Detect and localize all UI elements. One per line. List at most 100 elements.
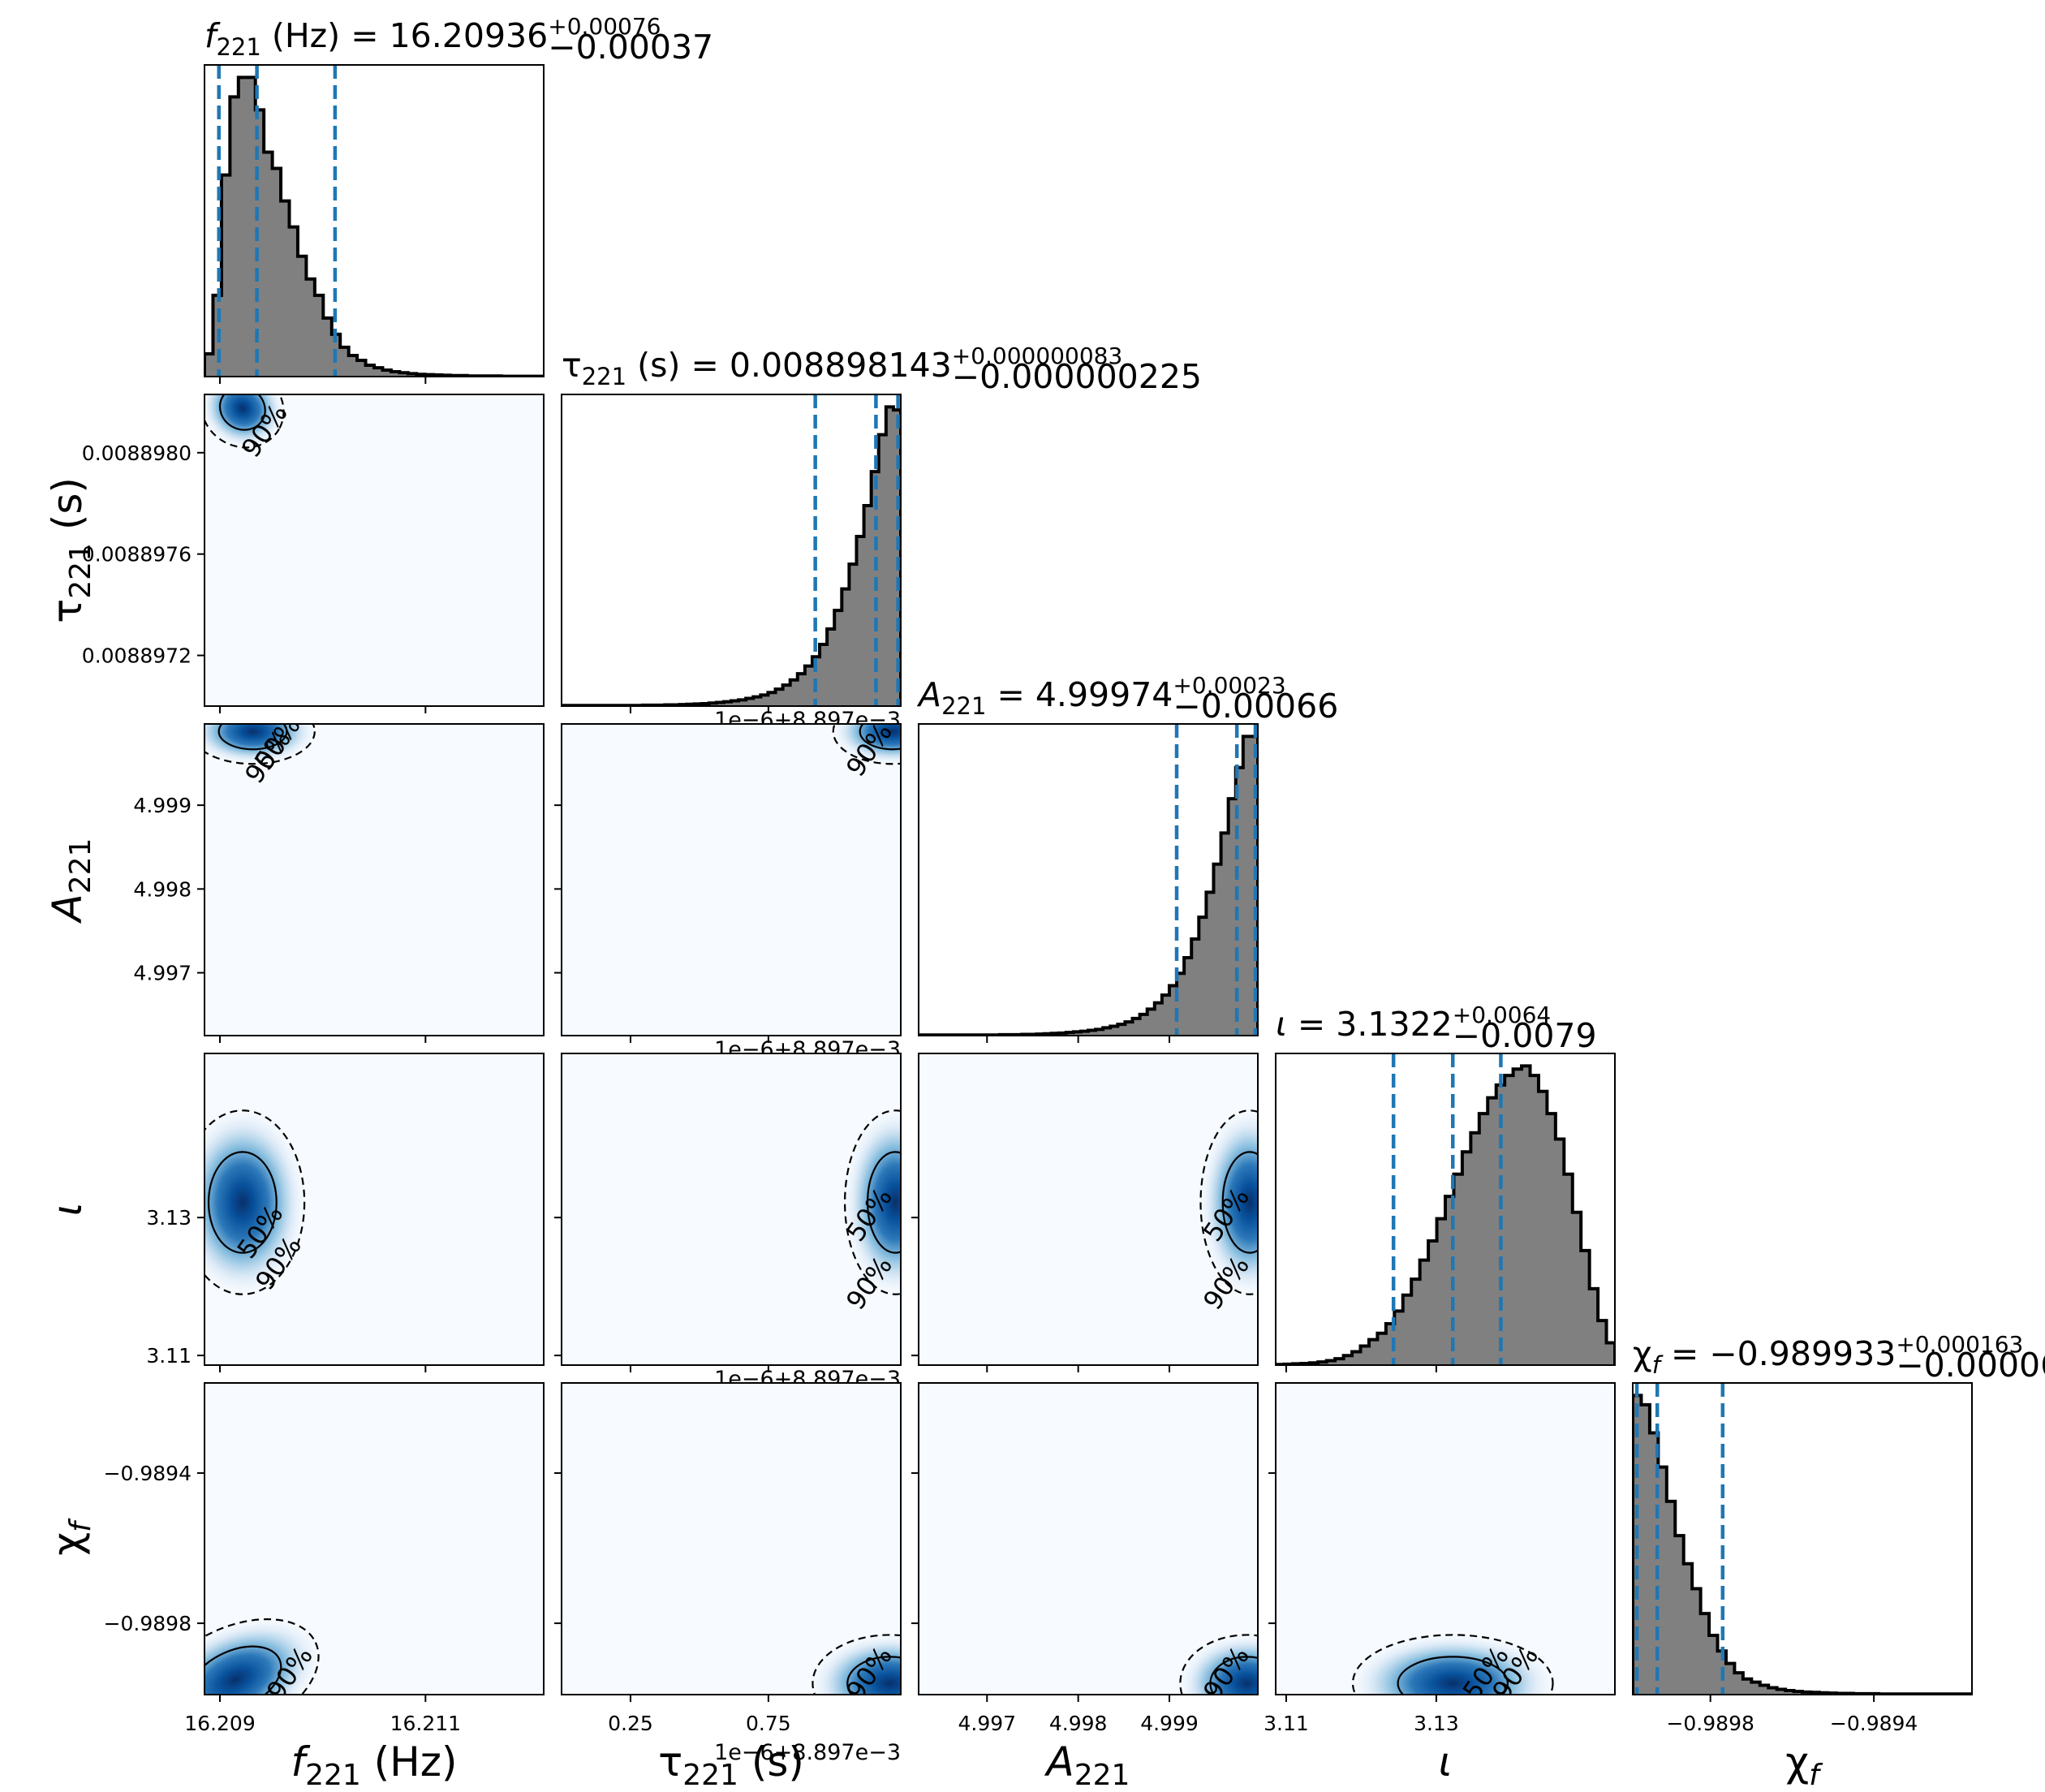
y-tick-label-A221: 4.998: [133, 877, 192, 901]
axes-frame: [1275, 1382, 1616, 1695]
density-blob-f221-chif: [204, 1614, 325, 1695]
contour-90: [812, 1634, 901, 1695]
contour-50: [204, 1645, 282, 1695]
axes-frame: [561, 1053, 902, 1366]
density-blob-tau221-iota: [841, 1104, 901, 1301]
y-tick-label-tau221: 0.0088972: [82, 644, 192, 668]
contour-90: [204, 394, 285, 449]
title-minus-f221: −0.00037: [548, 28, 713, 67]
x-axis-label-chif: χf: [1785, 1738, 1823, 1792]
y-tick-label-chif: −0.9894: [104, 1462, 192, 1485]
density-tau221-chif: 90%0.25 0.75: [554, 1382, 902, 1735]
y-tick-label-iota: 3.13: [146, 1206, 192, 1230]
histogram-edge-iota: [1276, 1064, 1615, 1365]
y-tick-label-A221: 4.999: [133, 794, 192, 817]
x-tick-label-tau221: 0.75: [746, 1712, 791, 1735]
contour-90: [832, 724, 901, 765]
x-axis-label-iota: ι: [1439, 1738, 1453, 1786]
x-axis-label-A221: A221: [1044, 1738, 1130, 1792]
x-tick-label-f221: 16.211: [390, 1712, 461, 1735]
x-tick-label-chif: −0.9898: [1666, 1712, 1754, 1735]
contour-90: [844, 1109, 901, 1295]
title-chif: χf = −0.989933+0.000163: [1633, 1331, 2023, 1379]
contour-90: [204, 724, 316, 765]
axes-frame: [1632, 1382, 1973, 1695]
histogram-bars-chif: [1633, 1395, 1972, 1695]
contour-90: [1179, 1634, 1258, 1695]
histogram-edge-A221: [919, 734, 1258, 1036]
histogram-bars-A221: [919, 736, 1258, 1036]
y-axis-label-A221: A221: [44, 838, 97, 924]
density-blob-tau221-A221: [829, 724, 901, 767]
x-tick-label-A221: 4.998: [1049, 1712, 1108, 1735]
title-A221: A221 = 4.99974+0.00023: [916, 672, 1286, 720]
axes-frame: [918, 1382, 1259, 1695]
contour-50: [846, 1656, 901, 1695]
title-minus-chif: −0.000061: [1896, 1346, 2045, 1385]
histogram-chif: χf = −0.989933+0.000163 −0.9898 −0.9894 −0.…: [1632, 1331, 2045, 1735]
histogram-iota: ι = 3.1322+0.0064−0.0079: [1275, 1002, 1616, 1372]
axes-frame: [561, 1382, 902, 1695]
title-minus-iota: −0.0079: [1453, 1016, 1597, 1055]
axes-frame: [918, 1053, 1259, 1366]
axes-frame: [1275, 1053, 1616, 1366]
histogram-tau221: τ221 (s) = 0.008898143+0.0000000831e−6+8…: [561, 342, 1202, 733]
title-f221: f221 (Hz) = 16.20936+0.00076: [204, 13, 661, 61]
title-iota: ι = 3.1322+0.0064: [1276, 1002, 1551, 1044]
offset-label-bottom: 1e−6+8.897e−3: [714, 1740, 901, 1765]
density-tau221-iota: 50%90%1e−6+8.897e−3: [554, 1053, 902, 1392]
y-tick-label-A221: 4.997: [133, 962, 192, 985]
density-f221-chif: 90%16.209 16.211−0.9898−0.9894: [104, 1382, 545, 1735]
contour-90: [1199, 1109, 1258, 1295]
density-A221-iota: 50%90%: [911, 1053, 1259, 1372]
density-blob-A221-chif: [1175, 1631, 1258, 1695]
contour-90: [204, 1109, 306, 1295]
axes-frame: [204, 1382, 545, 1695]
axes-frame: [561, 394, 902, 707]
title-minus-A221: −0.00066: [1173, 687, 1338, 726]
contour-90: [1351, 1634, 1554, 1695]
histogram-bars-f221: [204, 77, 544, 377]
x-axis-label-f221: f221 (Hz): [291, 1738, 457, 1792]
title-tau221: τ221 (s) = 0.008898143+0.000000083: [562, 342, 1122, 390]
contour-90: [204, 1618, 320, 1695]
histogram-f221: f221 (Hz) = 16.20936+0.00076−0.00037: [204, 13, 713, 384]
density-f221-iota: 90%50%3.113.13: [146, 1053, 545, 1372]
x-tick-label-A221: 4.999: [1140, 1712, 1199, 1735]
x-tick-label-tau221: 0.25: [608, 1712, 653, 1735]
density-blob-f221-iota: [204, 1104, 309, 1301]
contour-50: [1397, 1656, 1509, 1695]
contour-50: [859, 724, 901, 751]
axes-frame: [561, 723, 902, 1036]
x-tick-label-f221: 16.209: [184, 1712, 255, 1735]
y-tick-label-tau221: 0.0088976: [82, 543, 192, 566]
histogram-A221: A221 = 4.99974+0.00023−0.00066: [916, 672, 1338, 1043]
histogram-edge-tau221: [562, 405, 901, 706]
x-axis-label-tau221: τ221 (s): [658, 1738, 804, 1792]
axes-frame: [204, 394, 545, 707]
x-tick-label-iota: 3.11: [1264, 1712, 1309, 1735]
y-tick-label-chif: −0.9898: [104, 1612, 192, 1635]
y-axis-label-iota: ι: [44, 1203, 91, 1217]
density-blob-f221-tau221: [204, 394, 287, 450]
y-axis-label-chif: χf: [44, 1518, 97, 1556]
axes-frame: [918, 723, 1259, 1036]
density-tau221-A221: 90%1e−6+8.897e−3: [554, 723, 902, 1062]
contour-50: [1209, 1656, 1258, 1695]
axes-frame: [204, 1053, 545, 1366]
density-blob-f221-A221: [204, 724, 320, 767]
axes-frame: [204, 723, 545, 1036]
y-tick-label-iota: 3.11: [146, 1344, 192, 1368]
density-iota-chif: 90%50%3.11 3.13: [1264, 1382, 1616, 1735]
contour-50: [1221, 1151, 1258, 1254]
density-A221-chif: 90%4.997 4.998 4.999: [911, 1382, 1259, 1735]
x-tick-label-iota: 3.13: [1414, 1712, 1459, 1735]
y-axis-label-tau221: τ221 (s): [44, 477, 97, 623]
histogram-bars-tau221: [562, 407, 901, 706]
x-tick-label-chif: −0.9894: [1830, 1712, 1918, 1735]
y-tick-label-tau221: 0.0088980: [82, 442, 192, 465]
contour-50: [207, 1151, 278, 1254]
